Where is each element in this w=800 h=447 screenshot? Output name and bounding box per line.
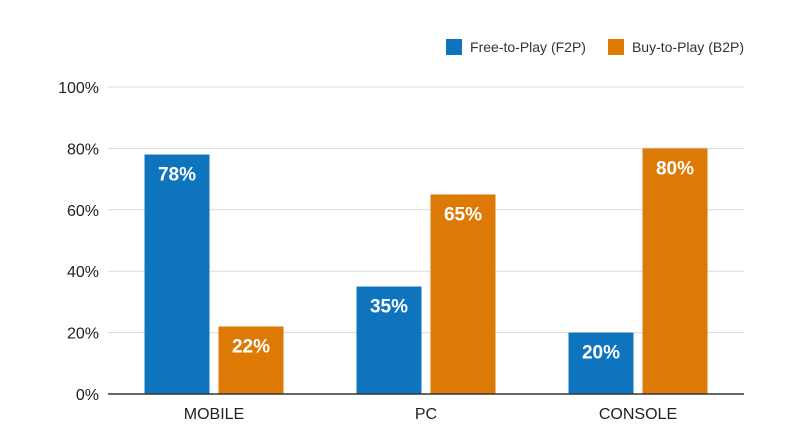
bar xyxy=(356,286,422,394)
category-label: MOBILE xyxy=(184,406,244,423)
bar xyxy=(144,154,210,394)
legend-label-f2p: Free-to-Play (F2P) xyxy=(470,39,586,55)
y-tick-label: 80% xyxy=(67,141,99,158)
bar xyxy=(218,326,284,394)
bar xyxy=(430,194,496,394)
legend-label-b2p: Buy-to-Play (B2P) xyxy=(631,39,744,55)
legend-swatch-f2p xyxy=(446,39,463,55)
data-label: 80% xyxy=(656,158,694,179)
y-tick-label: 40% xyxy=(67,264,99,281)
bar xyxy=(642,148,708,394)
y-tick-label: 0% xyxy=(76,387,99,404)
data-label: 35% xyxy=(370,297,408,318)
data-label: 20% xyxy=(582,343,620,364)
legend-item-b2p: Buy-to-Play (B2P) xyxy=(607,39,744,55)
legend: Free-to-Play (F2P) Buy-to-Play (B2P) xyxy=(446,39,744,55)
data-label: 78% xyxy=(158,165,196,186)
y-tick-label: 60% xyxy=(67,203,99,220)
data-label: 22% xyxy=(232,336,270,357)
bar xyxy=(568,332,634,394)
y-tick-label: 100% xyxy=(58,80,99,97)
data-label: 65% xyxy=(444,204,482,225)
legend-swatch-b2p xyxy=(607,39,624,55)
legend-item-f2p: Free-to-Play (F2P) xyxy=(446,39,586,55)
y-tick-label: 20% xyxy=(67,326,99,343)
category-label: CONSOLE xyxy=(599,406,677,423)
category-label: PC xyxy=(415,406,437,423)
